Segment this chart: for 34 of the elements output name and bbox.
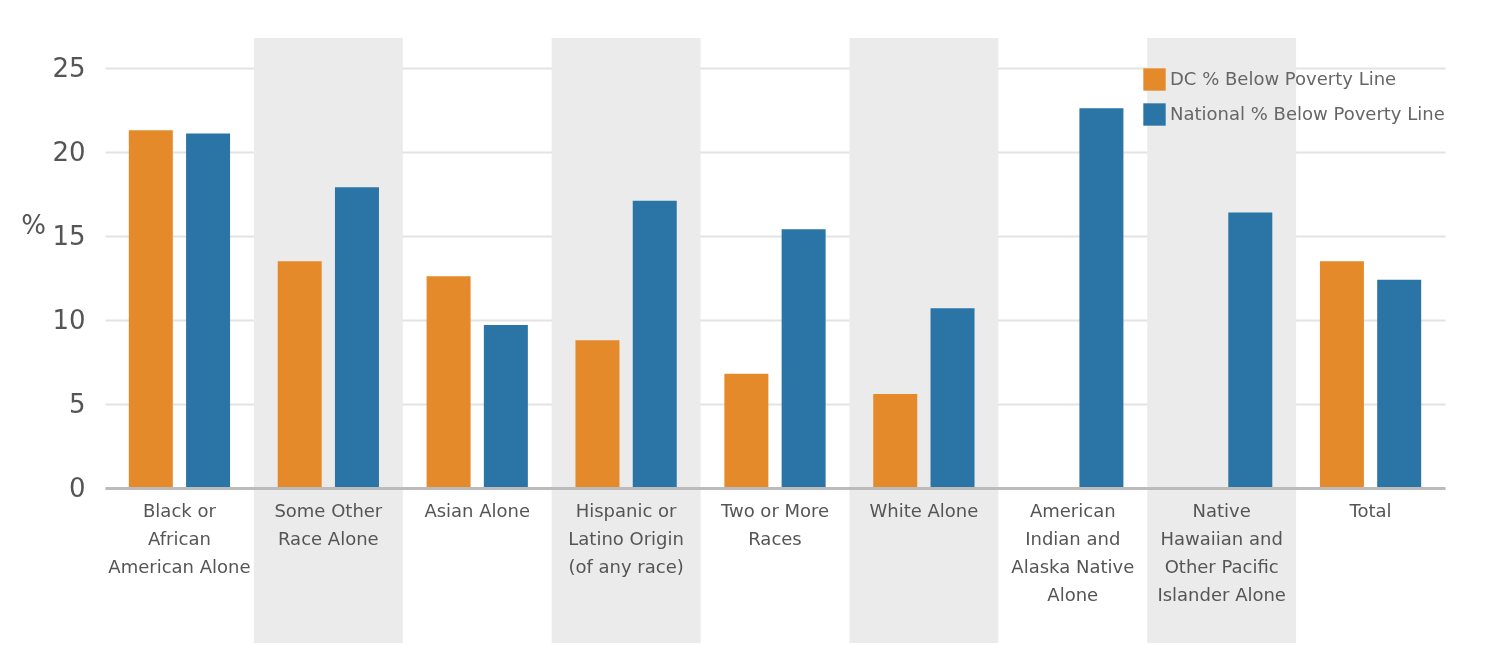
bar: [632, 200, 677, 488]
x-tick-label: Total: [1348, 499, 1392, 521]
bar: [1319, 261, 1364, 488]
bar: [873, 393, 918, 488]
y-tick-label: 5: [68, 388, 86, 419]
y-tick-label: 15: [52, 220, 86, 251]
bar: [724, 373, 769, 488]
bar: [128, 130, 173, 488]
x-tick-label: Hispanic or Latino Origin (of any race): [568, 499, 684, 577]
x-tick-label: Native Hawaiian and Other Pacific Islander Alone: [1157, 499, 1286, 605]
x-tick-label: Some Other Race Alone: [274, 499, 383, 549]
bar: [930, 308, 975, 488]
bar: [781, 229, 826, 488]
x-tick-label: Two or More Races: [719, 499, 830, 549]
bar: [334, 187, 379, 488]
legend-label: DC % Below Poverty Line: [1170, 67, 1397, 89]
y-axis-title: %: [21, 209, 46, 240]
x-tick-label: White Alone: [869, 499, 979, 521]
bar: [277, 261, 322, 488]
y-tick-label: 25: [52, 52, 86, 83]
bar: [186, 133, 231, 488]
y-tick-label: 0: [68, 472, 86, 503]
y-tick-label: 10: [52, 304, 86, 335]
bar: [1377, 279, 1422, 488]
x-tick-label: American Indian and Alaska Native Alone: [1011, 499, 1135, 605]
bar: [426, 276, 471, 488]
bar: [483, 325, 528, 488]
x-tick-label: Asian Alone: [424, 499, 531, 521]
bar: [1228, 212, 1273, 488]
bar: [575, 340, 620, 488]
legend-label: National % Below Poverty Line: [1170, 102, 1445, 124]
y-tick-label: 20: [52, 136, 86, 167]
bar: [1079, 108, 1124, 488]
x-tick-label: Black or African American Alone: [108, 499, 251, 577]
